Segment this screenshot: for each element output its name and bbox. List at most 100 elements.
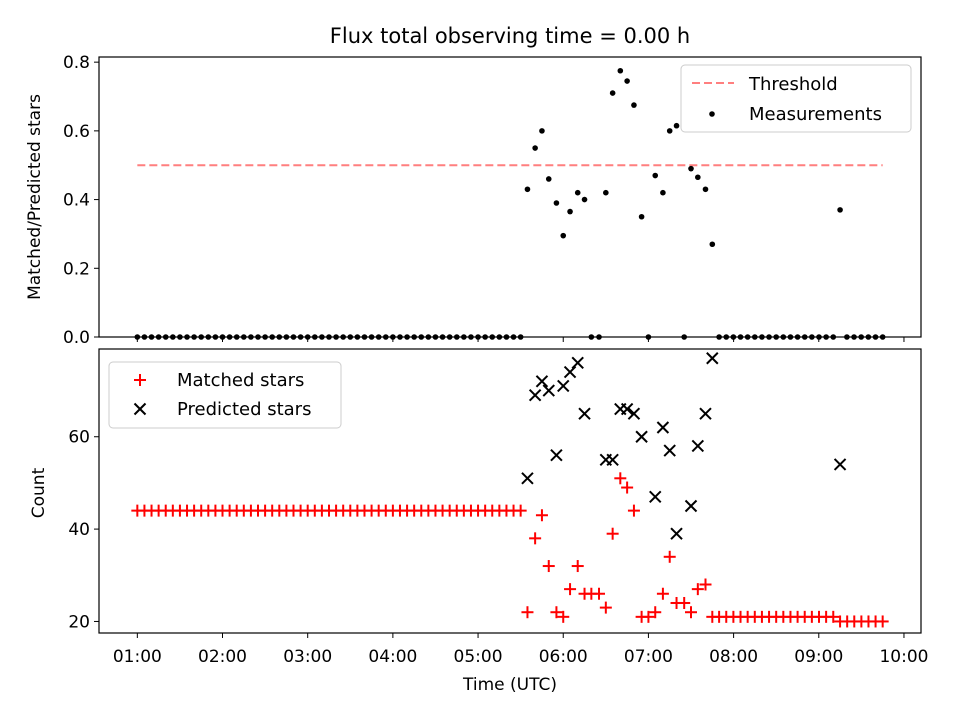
predicted-point <box>606 453 619 467</box>
ratio-panel-legend: Threshold Measurements <box>680 64 912 133</box>
predicted-point <box>535 375 549 388</box>
measurement-point <box>545 176 552 182</box>
matched-point <box>656 587 669 600</box>
ratio-panel-ylabel: Matched/Predicted stars <box>25 94 45 300</box>
ratio-ytick-label: 0.2 <box>63 259 90 279</box>
predicted-point-b <box>550 449 563 462</box>
count-panel-ticks: 20 40 60 01:00 02:00 03:00 04:00 05:00 06:00 07:0… <box>68 428 928 667</box>
legend-matched-label: Matched stars <box>177 370 304 391</box>
measurement-point <box>532 145 538 151</box>
predicted-point <box>627 407 641 420</box>
matched-point <box>571 560 584 573</box>
predicted-point-b <box>833 458 847 471</box>
measurement-point <box>524 186 531 193</box>
predicted-point-b <box>557 379 570 393</box>
count-xtick-label: 07:00 <box>624 647 673 667</box>
matched-point <box>876 615 889 628</box>
matched-point <box>593 587 606 600</box>
ratio-ytick-label: 0.4 <box>63 191 90 211</box>
predicted-point-b <box>521 472 534 485</box>
matched-point <box>642 610 655 623</box>
legend-matched-swatch <box>134 374 146 386</box>
matched-point <box>663 550 676 563</box>
predicted-point <box>550 449 563 462</box>
predicted-point <box>649 490 662 503</box>
predicted-point-b <box>649 490 662 503</box>
measurement-point <box>617 67 624 74</box>
measurement-point <box>702 186 709 193</box>
matched-point <box>599 601 612 614</box>
matched-point <box>521 606 534 619</box>
predicted-point <box>684 499 698 513</box>
predicted-point-b <box>684 499 698 513</box>
count-legend-box <box>108 361 342 429</box>
predicted-point <box>578 407 591 420</box>
predicted-point <box>521 472 534 485</box>
predicted-point-b <box>578 407 591 420</box>
measurement-point <box>688 165 694 172</box>
predicted-point <box>656 421 670 434</box>
predicted-point-b <box>670 527 683 540</box>
count-panel-frame <box>98 348 922 634</box>
predicted-point <box>635 430 648 443</box>
count-xtick-label: 10:00 <box>879 647 928 667</box>
predicted-point-b <box>627 407 641 420</box>
predicted-point <box>528 388 542 402</box>
measurement-point <box>603 189 609 196</box>
predicted-point <box>542 384 555 397</box>
predicted-point <box>620 402 634 416</box>
measurement-point <box>660 189 666 196</box>
predicted-point-b <box>620 402 634 416</box>
measurement-point <box>695 174 701 181</box>
legend-measurements-label: Measurements <box>749 104 882 125</box>
ratio-panel-frame <box>98 56 922 338</box>
matched-point <box>514 504 527 517</box>
count-xtick-label: 05:00 <box>454 647 503 667</box>
top-chart-title: Flux total observing time = 0.00 h <box>330 24 690 48</box>
measurement-point <box>652 172 659 179</box>
count-xtick-label: 01:00 <box>113 647 162 667</box>
measurement-point <box>560 232 567 239</box>
ratio-legend-box <box>680 64 912 133</box>
count-xtick-label: 02:00 <box>198 647 247 667</box>
x-axis-label: Time (UTC) <box>462 675 557 695</box>
measurement-point <box>574 189 581 196</box>
matched-point <box>678 596 691 609</box>
predicted-point-b <box>606 453 619 467</box>
predicted-point-b <box>535 375 549 388</box>
count-panel-legend: Matched stars Predicted stars <box>108 361 342 429</box>
predicted-point-b <box>663 444 676 457</box>
predicted-point-b <box>656 421 670 434</box>
count-ytick-label: 60 <box>68 428 90 448</box>
count-panel: 20 40 60 01:00 02:00 03:00 04:00 05:00 06:00 07:0… <box>29 348 928 695</box>
predicted-point <box>691 439 705 453</box>
measurement-point <box>553 200 560 206</box>
matched-point <box>691 583 704 596</box>
matched-point <box>649 606 662 619</box>
legend-predicted-label: Predicted stars <box>177 399 311 420</box>
legend-predicted-swatch <box>133 402 147 416</box>
count-ytick-label: 20 <box>68 612 90 632</box>
predicted-point <box>663 444 676 457</box>
matched-point <box>550 606 563 619</box>
measurement-point <box>539 128 545 134</box>
matched-point <box>827 610 840 623</box>
predicted-point-b <box>563 365 577 379</box>
legend-threshold-label: Threshold <box>748 74 838 95</box>
ratio-panel-data <box>134 67 886 340</box>
matched-point <box>606 527 619 540</box>
matched-point <box>614 472 627 485</box>
predicted-point-b <box>691 439 705 453</box>
measurement-point <box>638 213 645 220</box>
predicted-point-b <box>528 388 542 402</box>
measurement-point <box>673 122 680 129</box>
predicted-point <box>699 407 712 420</box>
count-panel-data <box>131 352 889 628</box>
ratio-ytick-label: 0.6 <box>63 122 90 142</box>
ratio-ytick-label: 0.0 <box>63 328 90 348</box>
predicted-point <box>563 365 577 379</box>
count-xtick-label: 04:00 <box>368 647 417 667</box>
count-ytick-label: 40 <box>68 520 90 540</box>
count-panel-ylabel: Count <box>29 467 49 518</box>
ratio-ytick-label: 0.8 <box>63 53 90 73</box>
